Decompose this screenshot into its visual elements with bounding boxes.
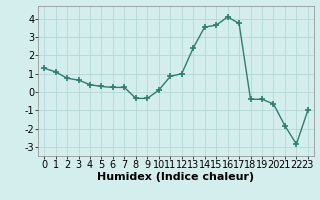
X-axis label: Humidex (Indice chaleur): Humidex (Indice chaleur) (97, 172, 255, 182)
